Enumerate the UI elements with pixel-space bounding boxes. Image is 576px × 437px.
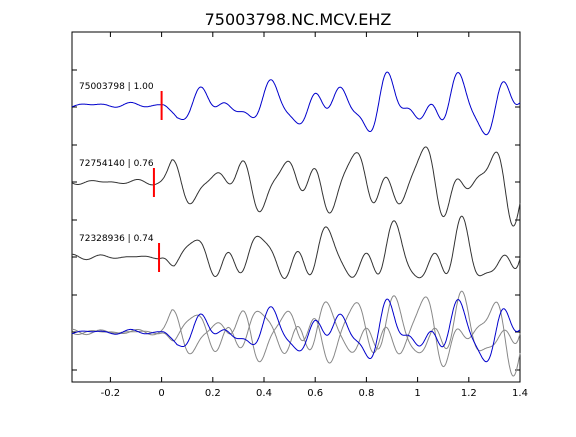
trace-label: 72754140 | 0.76 xyxy=(79,159,154,169)
overlay-trace xyxy=(72,290,521,355)
y-tick-marks xyxy=(72,31,520,371)
x-tick-label: 1.4 xyxy=(512,388,528,399)
waveform-trace xyxy=(71,71,521,136)
plot-frame xyxy=(71,31,521,383)
x-tick-label: 0 xyxy=(158,388,164,399)
x-tick-label: 0.8 xyxy=(358,388,374,399)
waveform-trace xyxy=(72,215,521,280)
x-tick-label: 0.4 xyxy=(256,388,272,399)
waveform-trace xyxy=(71,146,521,227)
overlay-trace xyxy=(71,298,521,363)
x-axis: -0.2 0 0.2 0.4 0.6 0.8 1 1.2 1.4 xyxy=(101,32,528,399)
x-tick-label: 0.6 xyxy=(307,388,323,399)
x-tick-label: 1.2 xyxy=(461,388,477,399)
overlay-trace xyxy=(71,296,521,377)
overlay-group xyxy=(71,290,521,377)
trace-label: 72328936 | 0.74 xyxy=(79,234,154,244)
x-tick-label: 1 xyxy=(414,388,420,399)
x-tick-label: 0.2 xyxy=(205,388,221,399)
trace-label: 75003798 | 1.00 xyxy=(79,82,154,92)
x-tick-label: -0.2 xyxy=(101,388,121,399)
trace-group: 75003798 | 1.00 72754140 | 0.76 72328936 |… xyxy=(71,71,521,280)
chart-title: 75003798.NC.MCV.EHZ xyxy=(205,10,392,29)
